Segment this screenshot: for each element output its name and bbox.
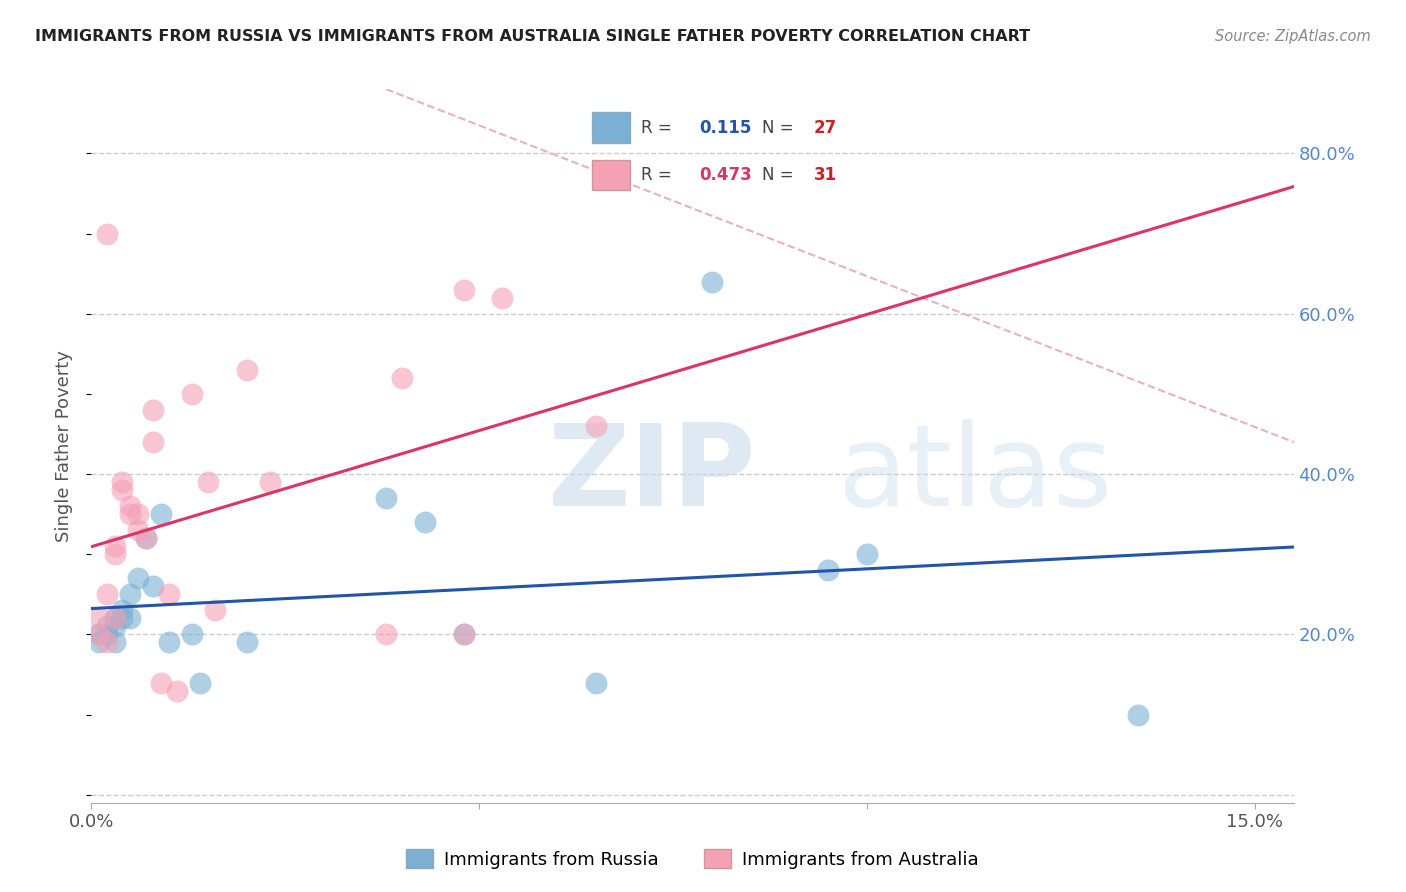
Point <box>120 499 142 513</box>
Point <box>96 227 118 241</box>
Point <box>104 539 127 553</box>
Text: atlas: atlas <box>837 419 1112 530</box>
Point <box>817 563 839 577</box>
Point <box>391 371 413 385</box>
Point <box>96 619 118 633</box>
Text: IMMIGRANTS FROM RUSSIA VS IMMIGRANTS FROM AUSTRALIA SINGLE FATHER POVERTY CORREL: IMMIGRANTS FROM RUSSIA VS IMMIGRANTS FRO… <box>35 29 1031 44</box>
Point <box>127 507 149 521</box>
Text: R =: R = <box>641 119 678 136</box>
Point <box>142 403 165 417</box>
Point <box>142 579 165 593</box>
Point <box>111 603 134 617</box>
Point <box>856 547 879 561</box>
Text: 27: 27 <box>814 119 838 136</box>
Point <box>585 675 607 690</box>
Text: R =: R = <box>641 166 678 184</box>
Point <box>1128 707 1150 722</box>
Point <box>235 635 257 649</box>
Text: Source: ZipAtlas.com: Source: ZipAtlas.com <box>1215 29 1371 44</box>
Point <box>96 635 118 649</box>
Point <box>204 603 226 617</box>
Point <box>127 571 149 585</box>
Point <box>96 627 118 641</box>
Point <box>181 387 204 401</box>
Point <box>157 635 180 649</box>
Point <box>104 635 127 649</box>
Point <box>89 627 111 641</box>
Point <box>111 475 134 489</box>
Point <box>453 283 475 297</box>
Point <box>375 627 398 641</box>
Point <box>120 587 142 601</box>
Point <box>235 363 257 377</box>
Point <box>104 611 127 625</box>
FancyBboxPatch shape <box>592 112 630 144</box>
Point <box>142 435 165 450</box>
Point <box>111 483 134 497</box>
Text: N =: N = <box>762 119 799 136</box>
Text: 31: 31 <box>814 166 837 184</box>
Text: ZIP: ZIP <box>548 419 756 530</box>
Point <box>89 611 111 625</box>
Point <box>135 531 157 545</box>
Point <box>89 627 111 641</box>
Point <box>120 611 142 625</box>
Point <box>491 291 513 305</box>
Y-axis label: Single Father Poverty: Single Father Poverty <box>55 350 73 542</box>
Point <box>104 547 127 561</box>
Text: 0.473: 0.473 <box>699 166 752 184</box>
Point <box>181 627 204 641</box>
Point <box>96 587 118 601</box>
Point <box>166 683 188 698</box>
Point <box>89 635 111 649</box>
Point <box>197 475 219 489</box>
Point <box>413 515 436 529</box>
Point <box>135 531 157 545</box>
Point <box>259 475 281 489</box>
Legend: Immigrants from Russia, Immigrants from Australia: Immigrants from Russia, Immigrants from … <box>399 841 986 876</box>
Point <box>150 507 173 521</box>
Point <box>104 619 127 633</box>
Point <box>127 523 149 537</box>
Point <box>157 587 180 601</box>
Point <box>453 627 475 641</box>
Text: 0.115: 0.115 <box>699 119 751 136</box>
Point <box>188 675 211 690</box>
Point <box>111 611 134 625</box>
Point <box>120 507 142 521</box>
Point <box>700 275 723 289</box>
Point <box>104 611 127 625</box>
Point <box>375 491 398 505</box>
Point <box>453 627 475 641</box>
Text: N =: N = <box>762 166 799 184</box>
FancyBboxPatch shape <box>592 160 630 190</box>
Point <box>150 675 173 690</box>
Point <box>585 419 607 434</box>
